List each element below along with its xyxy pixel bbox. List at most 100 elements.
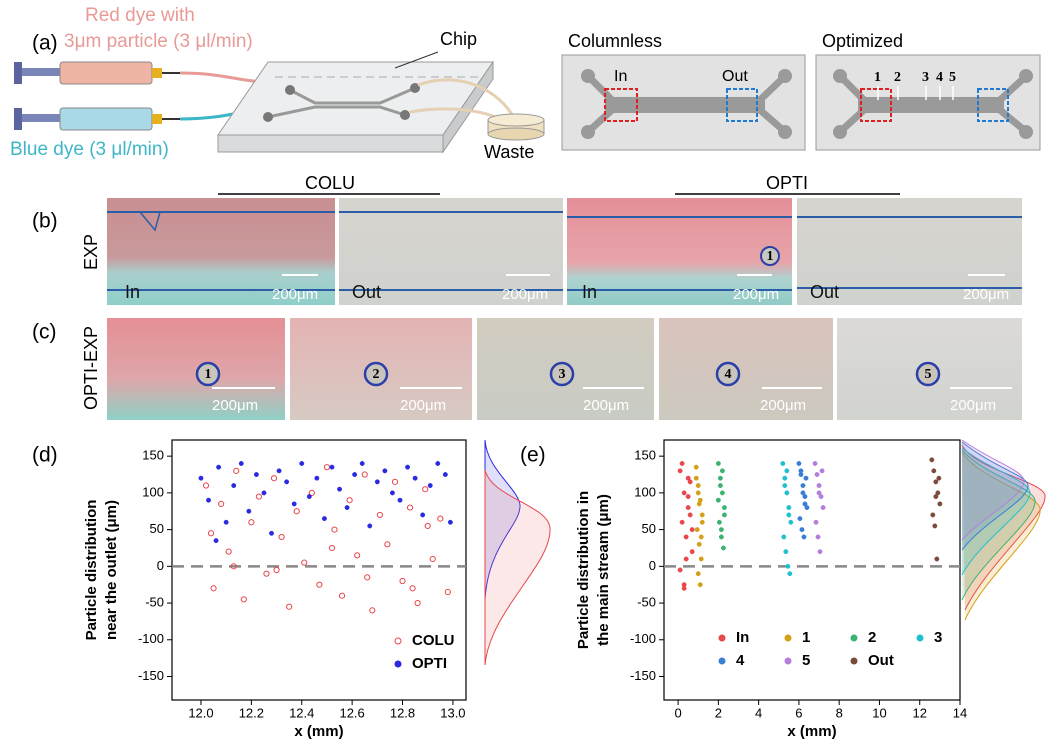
y-tick-label: 150 [142,448,164,463]
data-point [685,505,691,511]
data-point [697,582,703,588]
data-point [698,556,704,562]
data-point [328,544,336,552]
data-point [804,505,810,511]
waste-dish [487,113,545,141]
data-point [687,479,693,485]
group-label: COLU [305,173,355,193]
data-point [253,472,259,477]
point-marker: 4 [936,70,943,85]
data-point [248,519,255,526]
legend-label: 3 [934,629,942,646]
data-point [422,486,429,493]
x-tick-label: 12 [912,705,926,720]
data-point [681,490,687,496]
data-point [444,588,451,596]
data-point [716,519,722,525]
data-point [802,501,808,507]
legend-marker [784,634,792,642]
diagram-title: Optimized [822,31,903,51]
y-tick-label: -100 [630,631,656,646]
data-point [693,475,699,481]
data-point [801,534,807,540]
x-tick-label: 13.0 [440,705,465,720]
y-tick-label: 50 [150,521,164,536]
data-point [352,472,358,477]
optimized-diagram [815,54,1041,151]
scale-label: 200μm [400,397,446,414]
data-point [198,475,204,481]
micrograph [107,198,335,305]
point-marker: 4 [725,367,732,382]
data-point [364,574,371,581]
scale-label: 200μm [963,286,1009,303]
data-point [819,468,825,474]
data-point [936,475,942,481]
data-point [273,566,280,574]
data-point [715,461,721,466]
data-point [331,526,338,533]
data-point [369,607,376,614]
chip [217,51,494,154]
data-point [677,468,683,474]
data-point [800,483,806,488]
x-tick-label: 8 [836,705,843,720]
data-point [367,523,373,529]
data-point [721,512,727,518]
x-tick-label: 2 [715,705,722,720]
data-point [246,508,252,514]
data-point [405,464,411,470]
data-point [800,490,806,496]
legend-label: In [736,629,749,646]
data-point [286,603,293,610]
x-tick-label: 12.0 [188,705,213,720]
data-point [409,585,416,592]
data-point [818,494,824,500]
data-point [231,483,237,488]
panel-label: (e) [520,444,546,467]
data-point [412,475,418,481]
data-point [291,501,297,507]
legend-marker [394,660,402,668]
data-point [314,475,320,481]
data-point [720,545,726,551]
diagram-title: Columnless [568,31,662,51]
y-tick-label: 100 [634,484,656,499]
data-point [683,534,689,540]
blue-dye-label: Blue dye (3 μl/min) [10,139,169,160]
data-point [715,497,721,503]
legend-marker [718,657,726,665]
data-point [301,559,308,566]
data-point [213,538,219,544]
micrograph [567,198,792,305]
data-point [929,457,935,463]
data-point [681,585,687,591]
data-point [261,490,267,496]
data-point [284,479,290,485]
flow-arrow [179,71,263,84]
data-point [781,534,787,540]
point-marker: 3 [559,367,566,382]
data-point [391,478,399,485]
data-point [787,571,793,577]
data-point [931,468,937,474]
y-tick-label: 0 [649,558,656,573]
data-point [230,563,237,570]
position-label: Out [352,282,381,302]
data-point [269,530,274,536]
data-point [263,570,270,577]
data-point [299,461,305,466]
data-point [346,497,353,504]
scale-label: 200μm [272,286,318,303]
data-point [717,483,723,488]
data-point [694,527,700,533]
data-point [210,585,217,592]
data-point [337,486,342,492]
data-point [399,577,406,585]
point-marker: 1 [874,70,881,85]
data-point [933,494,939,500]
legend-marker [784,657,792,665]
x-axis-title: x (mm) [787,723,836,740]
data-point [435,461,441,466]
data-point [695,571,701,577]
